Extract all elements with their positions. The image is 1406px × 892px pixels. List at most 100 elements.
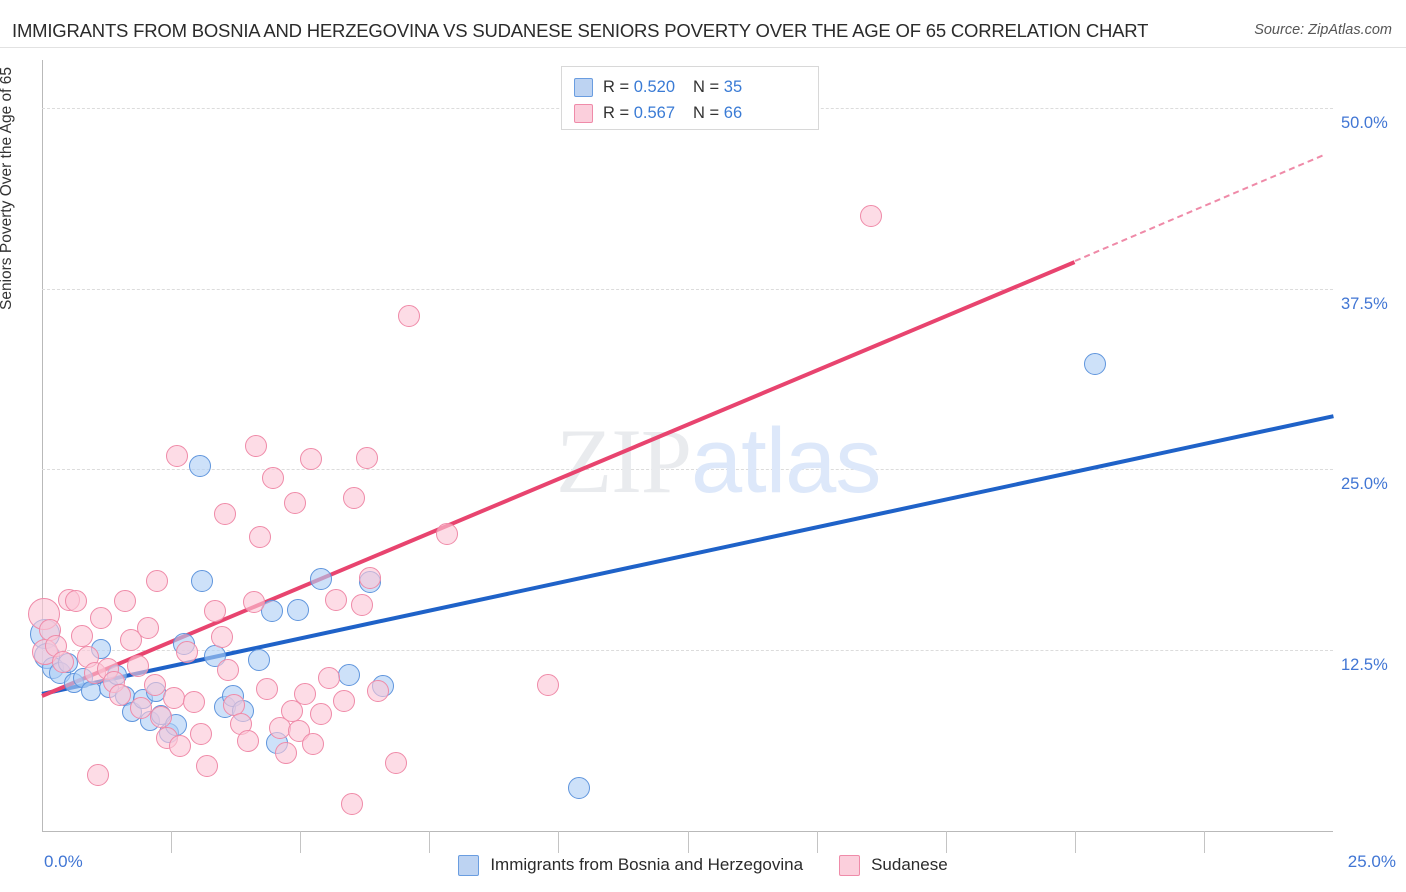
scatter-point-sudanese <box>196 754 219 777</box>
scatter-point-sudanese <box>71 624 94 647</box>
correlation-stats-box: R = 0.520 N = 35 R = 0.567 N = 66 <box>561 66 819 130</box>
legend-item-bosnia[interactable]: Immigrants from Bosnia and Herzegovina <box>458 854 804 876</box>
legend-item-sudanese[interactable]: Sudanese <box>839 854 948 876</box>
legend-swatch-icon-bosnia <box>458 854 480 876</box>
scatter-point-sudanese <box>262 467 285 490</box>
scatter-point-sudanese <box>248 526 271 549</box>
scatter-point-bosnia <box>81 680 102 701</box>
scatter-point-sudanese <box>162 686 185 709</box>
stats-text-blue: R = 0.520 N = 35 <box>603 78 742 97</box>
x-axis-max-label: 25.0% <box>1347 852 1396 871</box>
scatter-point-sudanese <box>245 435 268 458</box>
x-axis-tick <box>945 831 947 853</box>
stats-text-pink: R = 0.567 N = 66 <box>603 104 742 123</box>
scatter-point-sudanese <box>537 673 560 696</box>
watermark-zip: ZIP <box>556 410 692 512</box>
scatter-point-bosnia <box>1084 352 1107 375</box>
x-axis-tick <box>1203 831 1205 853</box>
scatter-point-sudanese <box>145 569 168 592</box>
scatter-point-sudanese <box>109 684 132 707</box>
y-axis-tick-label: 50.0% <box>1341 113 1388 132</box>
scatter-point-sudanese <box>384 752 407 774</box>
chart-header: IMMIGRANTS FROM BOSNIA AND HERZEGOVINA V… <box>0 0 1406 48</box>
series-swatch-icon-pink <box>574 103 593 123</box>
series-swatch-icon-blue <box>574 77 593 97</box>
scatter-point-sudanese <box>64 590 87 612</box>
scatter-point-sudanese <box>333 689 356 712</box>
scatter-point-sudanese <box>325 588 348 611</box>
scatter-point-sudanese <box>274 741 297 764</box>
scatter-point-sudanese <box>317 666 340 689</box>
r-value-pink: 0.567 <box>633 103 676 122</box>
stats-row-blue: R = 0.520 N = 35 <box>574 74 806 100</box>
scatter-point-sudanese <box>143 673 166 696</box>
scatter-point-sudanese <box>119 629 142 652</box>
scatter-point-sudanese <box>203 600 226 623</box>
series-legend: Immigrants from Bosnia and Herzegovina S… <box>0 849 1406 881</box>
scatter-point-sudanese <box>51 650 74 673</box>
scatter-point-bosnia <box>568 776 591 799</box>
scatter-point-sudanese <box>340 792 363 815</box>
scatter-point-sudanese <box>210 626 233 649</box>
scatter-point-sudanese <box>190 723 213 746</box>
x-axis-tick <box>687 831 689 853</box>
scatter-point-bosnia <box>309 568 332 591</box>
r-label-blue: R = <box>603 77 634 96</box>
scatter-point-sudanese <box>302 733 325 756</box>
scatter-point-sudanese <box>343 487 366 510</box>
n-value-pink: 66 <box>723 103 743 122</box>
trend-line-sudanese-extension <box>1074 154 1324 262</box>
scatter-point-sudanese <box>309 702 332 725</box>
n-value-blue: 35 <box>723 77 743 96</box>
x-axis-tick <box>171 831 173 853</box>
scatter-point-sudanese <box>358 566 381 589</box>
x-axis-tick <box>300 831 302 853</box>
scatter-point-sudanese <box>351 594 374 617</box>
scatter-point-sudanese <box>356 446 379 469</box>
x-axis-tick <box>816 831 818 853</box>
legend-label-bosnia: Immigrants from Bosnia and Herzegovina <box>490 855 804 874</box>
scatter-point-sudanese <box>169 734 192 757</box>
y-axis-tick-label: 25.0% <box>1341 475 1388 494</box>
scatter-point-sudanese <box>130 697 153 720</box>
x-axis-tick <box>1074 831 1076 853</box>
scatter-point-sudanese <box>366 679 389 702</box>
scatter-point-sudanese <box>149 705 172 728</box>
y-axis-tick-label: 12.5% <box>1341 656 1388 675</box>
scatter-point-bosnia <box>188 455 211 478</box>
page-title: IMMIGRANTS FROM BOSNIA AND HERZEGOVINA V… <box>12 20 1149 41</box>
x-axis-min-label: 0.0% <box>44 852 83 871</box>
scatter-point-sudanese <box>136 617 159 640</box>
scatter-point-bosnia <box>191 569 214 592</box>
scatter-point-sudanese <box>294 682 317 705</box>
source-label: Source: ZipAtlas.com <box>1254 22 1392 38</box>
scatter-point-bosnia <box>286 598 309 621</box>
y-axis-title: Seniors Poverty Over the Age of 65 <box>0 67 15 310</box>
scatter-point-sudanese <box>397 305 420 328</box>
scatter-point-bosnia <box>247 649 270 672</box>
gridline <box>42 469 1333 471</box>
plot-area: ZIPatlas <box>27 60 1334 853</box>
scatter-point-bosnia <box>260 600 283 623</box>
gridline <box>42 650 1333 652</box>
scatter-point-sudanese <box>166 445 189 468</box>
y-axis-line <box>42 60 43 831</box>
scatter-point-sudanese <box>255 678 278 701</box>
scatter-point-sudanese <box>183 691 206 714</box>
y-axis-tick-label: 37.5% <box>1341 294 1388 313</box>
trend-line-sudanese <box>41 259 1076 698</box>
scatter-point-sudanese <box>90 607 113 630</box>
header-divider <box>0 47 1406 48</box>
scatter-point-sudanese <box>859 205 882 228</box>
stats-row-pink: R = 0.567 N = 66 <box>574 100 806 126</box>
scatter-point-sudanese <box>113 590 136 612</box>
r-value-blue: 0.520 <box>633 77 676 96</box>
scatter-point-sudanese <box>175 640 198 663</box>
scatter-point-sudanese <box>214 503 237 526</box>
legend-label-sudanese: Sudanese <box>871 855 948 874</box>
n-label-blue: N = <box>693 77 724 96</box>
scatter-point-sudanese <box>126 655 149 678</box>
scatter-point-sudanese <box>242 591 265 614</box>
scatter-point-sudanese <box>86 763 109 786</box>
